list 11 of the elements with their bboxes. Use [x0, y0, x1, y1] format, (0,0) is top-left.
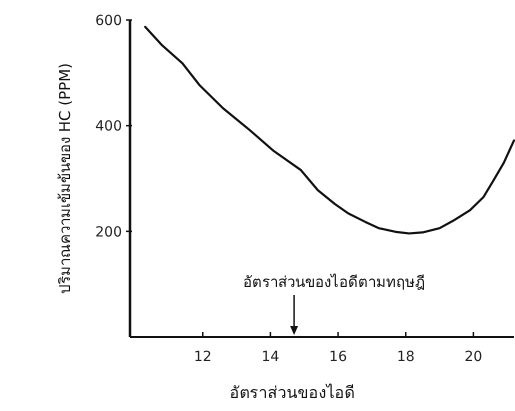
y-tick-label: 600	[95, 13, 122, 29]
x-tick-label: 18	[396, 349, 415, 365]
ref-line-label: อัตราส่วนของไอดีตามทฤษฎี	[243, 273, 426, 291]
x-tick-label: 12	[194, 349, 212, 365]
y-tick-label: 200	[95, 224, 122, 240]
x-tick-label: 20	[464, 349, 482, 365]
x-axis-title: อัตราส่วนของไอดี	[230, 383, 354, 402]
y-axis-title: ปริมาณความเข้มข้นของ HC (PPM)	[56, 62, 74, 294]
y-tick-label: 400	[95, 118, 122, 135]
x-tick-label: 16	[329, 349, 348, 365]
x-tick-label: 14	[261, 349, 280, 365]
